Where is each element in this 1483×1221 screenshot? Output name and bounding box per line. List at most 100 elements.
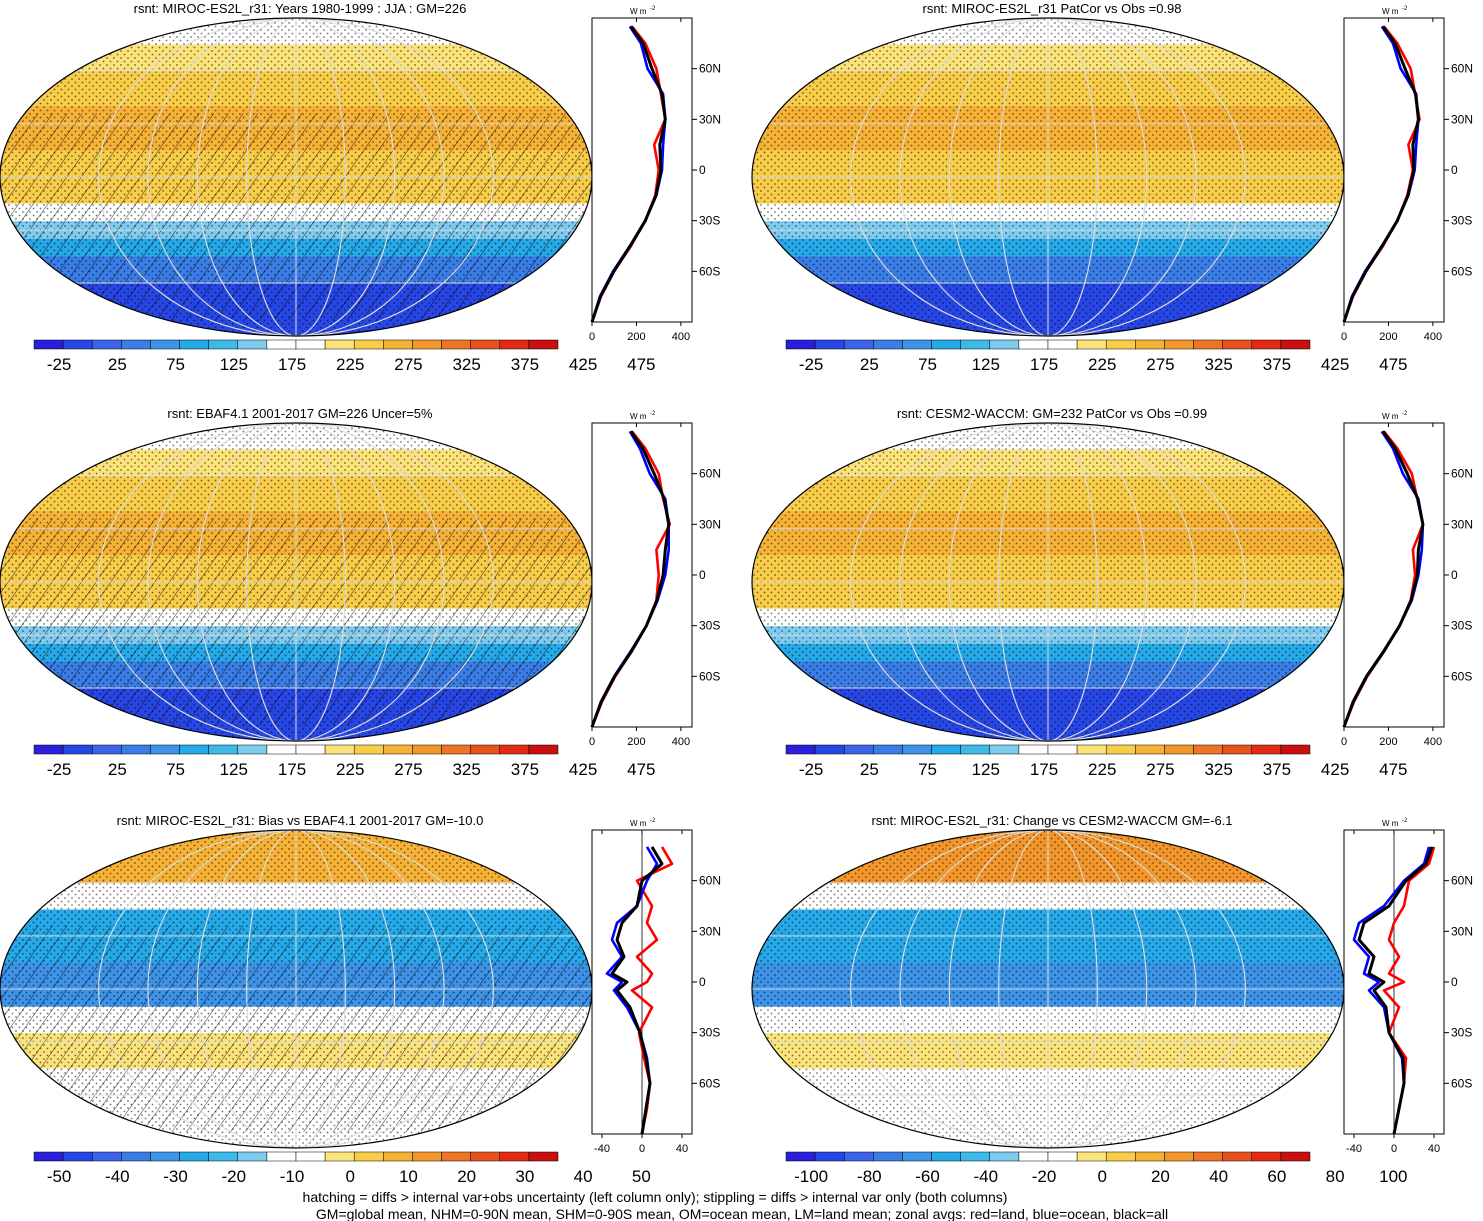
meridian-line <box>147 18 445 336</box>
colorbar-swatch <box>1076 339 1107 350</box>
zonal-xtick-label: 0 <box>1341 736 1347 748</box>
panel-title: rsnt: MIROC-ES2L_r31: Years 1980-1999 : … <box>134 1 467 16</box>
colorbar-swatch <box>528 339 559 350</box>
colorbar-swatch <box>121 339 151 350</box>
panel-title: rsnt: CESM2-WACCM: GM=232 PatCor vs Obs … <box>897 406 1207 421</box>
meridian-line <box>899 423 1197 741</box>
colorbar-swatch <box>1251 744 1282 755</box>
colorbar-swatch <box>353 1151 384 1162</box>
colorbar-swatch <box>1018 744 1049 755</box>
meridian-line <box>196 830 396 1148</box>
zonal-ytick-label: 30S <box>1451 619 1472 633</box>
zonal-unit-exponent: -2 <box>1402 411 1408 417</box>
colorbar-tick-label: -25 <box>799 355 824 374</box>
panel-1: rsnt: MIROC-ES2L_r31: Years 1980-1999 : … <box>0 1 721 374</box>
zonal-xtick-label: 400 <box>1424 736 1442 748</box>
zonal-ytick-label: 30N <box>699 924 721 938</box>
colorbar-swatch <box>441 1151 471 1162</box>
colorbar-swatch <box>121 744 151 755</box>
zonal-panel: W m -2 60N 30N 0 30S 60S 0 200 400 <box>589 6 721 343</box>
map-field <box>752 18 1344 336</box>
colorbar-tick-label: -25 <box>47 760 72 779</box>
zonal-ytick-label: 30S <box>699 619 720 633</box>
zonal-unit-exponent: -2 <box>650 411 656 417</box>
colorbar-swatch <box>960 744 991 755</box>
zonal-xtick-label: 400 <box>1424 331 1442 343</box>
colorbar-tick-label: 475 <box>627 760 655 779</box>
meridian-line <box>147 423 445 741</box>
colorbar-swatch <box>1047 744 1078 755</box>
colorbar-swatch <box>266 339 297 350</box>
zonal-unit-label: W m <box>630 7 647 16</box>
colorbar-tick-label: 25 <box>860 355 879 374</box>
zonal-ytick-label: 30N <box>1451 112 1473 126</box>
zonal-xtick-label: 40 <box>676 1143 688 1155</box>
meridian-line <box>850 423 1246 741</box>
colorbar-tick-label: -25 <box>47 355 72 374</box>
colorbar-swatch <box>1105 744 1136 755</box>
meridian-line <box>850 18 1246 336</box>
zonal-line-all <box>610 846 664 1135</box>
colorbar-swatch <box>1222 339 1253 350</box>
zonal-ytick-label: 0 <box>699 163 706 177</box>
colorbar-tick-label: 20 <box>1151 1167 1170 1186</box>
zonal-xtick-label: 400 <box>672 331 690 343</box>
colorbar-tick-label: 125 <box>220 760 248 779</box>
zonal-unit-label: W m <box>1382 7 1399 16</box>
colorbar-swatch <box>1251 1151 1282 1162</box>
colorbar-swatch <box>121 1151 151 1162</box>
colorbar-swatch <box>843 744 874 755</box>
zonal-xtick-label: -40 <box>1346 1143 1362 1155</box>
panel-4: rsnt: CESM2-WACCM: GM=232 PatCor vs Obs … <box>751 406 1473 779</box>
colorbar-swatch <box>179 339 209 350</box>
colorbar-tick-label: 125 <box>972 760 1000 779</box>
colorbar-swatch <box>1047 1151 1078 1162</box>
panel-3: rsnt: EBAF4.1 2001-2017 GM=226 Uncer=5% -… <box>0 406 721 779</box>
colorbar-swatch <box>470 339 501 350</box>
zonal-ytick-label: 30S <box>1451 1026 1472 1040</box>
colorbar-tick-label: 10 <box>399 1167 418 1186</box>
zonal-xtick-label: 0 <box>1391 1143 1397 1155</box>
colorbar-swatch <box>960 1151 991 1162</box>
zonal-unit-label: W m <box>630 412 647 421</box>
colorbar-swatch <box>412 339 442 350</box>
colorbar-swatch <box>1164 744 1194 755</box>
zonal-xtick-label: 0 <box>589 736 595 748</box>
colorbar-swatch <box>91 339 122 350</box>
colorbar-swatch <box>412 744 442 755</box>
colorbar-swatch <box>843 339 874 350</box>
panel-2: rsnt: MIROC-ES2L_r31 PatCor vs Obs =0.98… <box>751 1 1473 374</box>
colorbar-swatch <box>1193 339 1223 350</box>
colorbar-swatch <box>470 744 501 755</box>
colorbar-tick-label: 325 <box>1204 355 1232 374</box>
zonal-unit-exponent: -2 <box>650 818 656 824</box>
colorbar-swatch <box>33 744 64 755</box>
colorbar-tick-label: -50 <box>47 1167 72 1186</box>
zonal-ytick-label: 0 <box>699 975 706 989</box>
colorbar-swatch <box>1076 744 1107 755</box>
meridian-line <box>850 830 1246 1148</box>
zonal-ytick-label: 60N <box>1451 874 1473 888</box>
zonal-ytick-label: 60N <box>699 874 721 888</box>
zonal-panel: W m -2 60N 30N 0 30S 60S -40 0 40 <box>591 818 721 1155</box>
colorbar-tick-label: -60 <box>915 1167 940 1186</box>
zonal-unit-label: W m <box>1382 819 1399 828</box>
meridian-line <box>98 18 494 336</box>
colorbar-tick-label: 75 <box>166 760 185 779</box>
zonal-xtick-label: -40 <box>594 1143 610 1155</box>
colorbar-swatch <box>266 744 297 755</box>
zonal-frame <box>591 17 693 323</box>
zonal-ytick-label: 30S <box>699 214 720 228</box>
colorbar-tick-label: 80 <box>1326 1167 1345 1186</box>
colorbar-swatch <box>1018 339 1049 350</box>
colorbar-swatch <box>902 1151 932 1162</box>
zonal-unit-label: W m <box>630 819 647 828</box>
zonal-frame <box>1343 17 1445 323</box>
colorbar-swatch <box>150 744 180 755</box>
meridian-line <box>246 423 346 741</box>
meridian-line <box>196 423 396 741</box>
colorbar-swatch <box>960 339 991 350</box>
colorbar-swatch <box>1280 744 1311 755</box>
colorbar-tick-label: 425 <box>1321 355 1349 374</box>
footnote-line-1: hatching = diffs > internal var+obs unce… <box>303 1189 1008 1205</box>
